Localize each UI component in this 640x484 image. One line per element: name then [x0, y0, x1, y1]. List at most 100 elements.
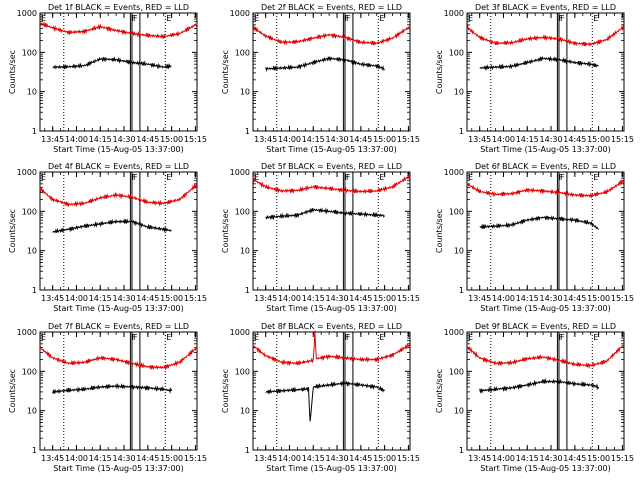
y-tick-label: 10 — [240, 247, 250, 256]
y-tick-label: 10 — [240, 407, 250, 416]
y-tick-label: 1000 — [230, 168, 250, 177]
y-tick-label: 10 — [454, 88, 464, 97]
y-axis-label: Counts/sec — [435, 50, 444, 94]
x-tick-label: 13:45 — [41, 454, 64, 463]
y-tick-label: 100 — [22, 48, 37, 57]
flag-label: F — [133, 333, 138, 342]
plot-title: Det 3f BLACK = Events, RED = LLD — [475, 3, 616, 12]
x-tick-label: 14:45 — [349, 454, 372, 463]
flag-label: E — [593, 173, 598, 182]
x-axis-label: Start Time (15-Aug-05 13:37:00) — [266, 464, 397, 473]
y-tick-label: 100 — [235, 48, 250, 57]
lld-series-line — [39, 183, 198, 208]
y-tick-label: 1000 — [444, 9, 464, 18]
x-axis-label: Start Time (15-Aug-05 13:37:00) — [480, 304, 611, 313]
lld-series-line — [466, 23, 625, 48]
y-tick-label: 1 — [459, 446, 464, 455]
x-tick-label: 14:00 — [492, 135, 515, 144]
lld-series-line — [39, 346, 198, 371]
x-tick-label: 14:30 — [113, 294, 136, 303]
y-tick-label: 10 — [27, 88, 37, 97]
y-tick-label: 1000 — [230, 9, 250, 18]
y-axis-label: Counts/sec — [221, 50, 230, 94]
x-tick-label: 13:45 — [254, 454, 277, 463]
y-tick-label: 1000 — [17, 168, 37, 177]
x-tick-label: 14:30 — [326, 294, 349, 303]
flag-label: F — [560, 333, 565, 342]
x-tick-label: 15:15 — [184, 294, 207, 303]
x-tick-label: 14:00 — [65, 294, 88, 303]
events-series-line — [479, 377, 600, 394]
events-series-line — [265, 56, 385, 72]
flag-label: E — [379, 173, 384, 182]
flag-label: F — [346, 173, 351, 182]
x-tick-label: 14:30 — [540, 135, 563, 144]
flag-label: F — [133, 173, 138, 182]
x-tick-label: 14:15 — [89, 294, 112, 303]
events-series-line — [52, 382, 173, 395]
lld-series-line — [466, 344, 625, 370]
y-axis-label: Counts/sec — [8, 369, 17, 413]
plot-frame — [252, 12, 411, 132]
flag-label: E — [254, 333, 259, 342]
y-axis-label: Counts/sec — [8, 209, 17, 253]
y-tick-label: 1 — [245, 286, 250, 295]
plot-title: Det 1f BLACK = Events, RED = LLD — [48, 3, 189, 12]
flag-label: E — [41, 173, 46, 182]
x-tick-label: 15:00 — [587, 294, 610, 303]
x-tick-label: 13:45 — [468, 454, 491, 463]
flag-label: E — [166, 173, 171, 182]
x-tick-label: 15:00 — [587, 454, 610, 463]
x-tick-label: 14:00 — [65, 135, 88, 144]
events-series-line — [479, 215, 599, 230]
x-axis-label: Start Time (15-Aug-05 13:37:00) — [53, 145, 184, 154]
y-tick-label: 100 — [449, 48, 464, 57]
events-series-line — [479, 55, 599, 72]
y-tick-label: 10 — [27, 407, 37, 416]
y-tick-label: 1000 — [17, 9, 37, 18]
x-tick-label: 15:00 — [160, 294, 183, 303]
x-axis-label: Start Time (15-Aug-05 13:37:00) — [480, 464, 611, 473]
x-tick-label: 14:30 — [326, 454, 349, 463]
plot-title: Det 2f BLACK = Events, RED = LLD — [261, 3, 402, 12]
x-tick-label: 14:00 — [65, 454, 88, 463]
flag-label: F — [560, 14, 565, 23]
x-tick-label: 15:15 — [184, 135, 207, 144]
y-tick-label: 10 — [240, 88, 250, 97]
lld-series-line — [252, 330, 411, 367]
x-tick-label: 15:00 — [160, 135, 183, 144]
x-tick-label: 14:00 — [492, 294, 515, 303]
plot-frame — [466, 12, 625, 132]
y-tick-label: 10 — [454, 407, 464, 416]
plot-title: Det 5f BLACK = Events, RED = LLD — [261, 162, 402, 171]
x-tick-label: 13:45 — [41, 135, 64, 144]
flag-label: F — [346, 333, 351, 342]
flag-label: E — [166, 333, 171, 342]
x-tick-label: 15:15 — [611, 294, 634, 303]
flag-label: F — [560, 173, 565, 182]
x-tick-label: 14:15 — [89, 135, 112, 144]
flag-label: F — [344, 333, 349, 342]
y-axis-label: Counts/sec — [435, 369, 444, 413]
events-series-line — [52, 218, 172, 234]
x-tick-label: 14:45 — [563, 135, 586, 144]
x-tick-label: 14:15 — [516, 135, 539, 144]
flag-label: E — [593, 14, 598, 23]
y-tick-label: 1000 — [17, 328, 37, 337]
y-tick-label: 1000 — [444, 168, 464, 177]
x-tick-label: 14:45 — [563, 454, 586, 463]
x-tick-label: 15:15 — [611, 454, 634, 463]
plot-title: Det 9f BLACK = Events, RED = LLD — [475, 322, 616, 331]
x-tick-label: 15:15 — [611, 135, 634, 144]
x-axis-label: Start Time (15-Aug-05 13:37:00) — [53, 464, 184, 473]
y-tick-label: 10 — [454, 247, 464, 256]
flag-label: E — [254, 14, 259, 23]
y-tick-label: 1 — [245, 446, 250, 455]
plot-title: Det 6f BLACK = Events, RED = LLD — [475, 162, 616, 171]
y-tick-label: 1 — [245, 127, 250, 136]
x-tick-label: 14:45 — [349, 294, 372, 303]
y-tick-label: 1 — [32, 446, 37, 455]
y-tick-label: 1 — [32, 127, 37, 136]
